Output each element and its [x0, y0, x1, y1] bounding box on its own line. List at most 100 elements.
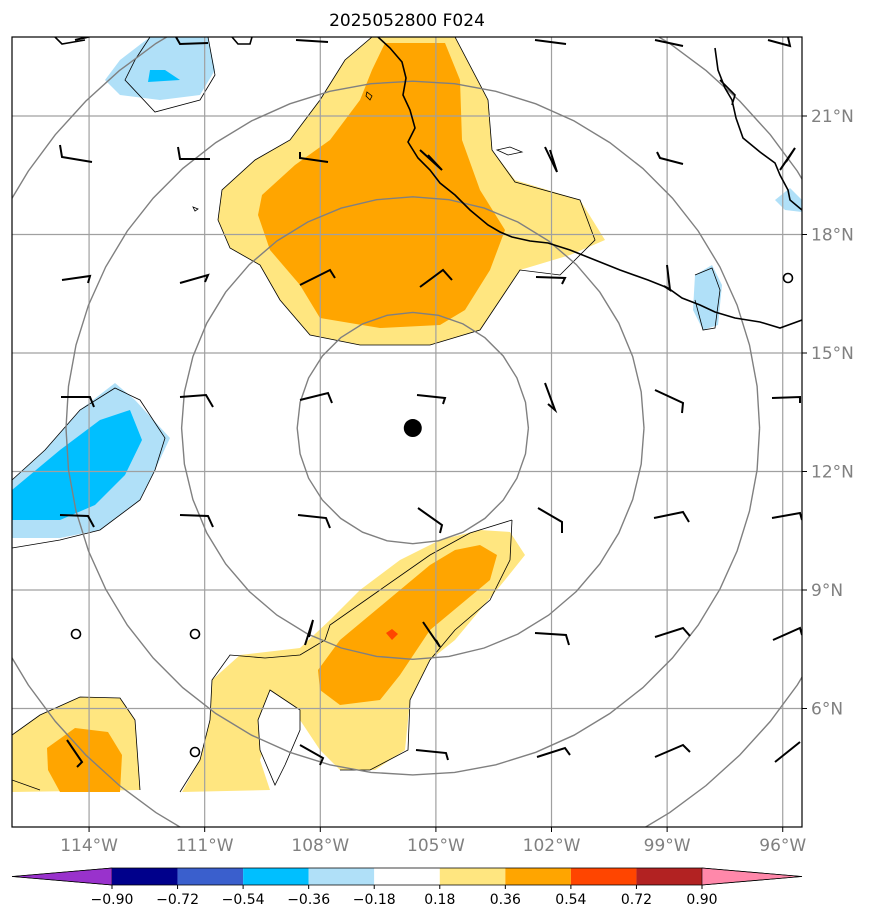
colorbar-label: −0.18: [353, 892, 396, 908]
wind-barb: [654, 743, 691, 758]
longitude-label: 102°W: [523, 836, 581, 856]
longitude-labels: 114°W 111°W 108°W 105°W 102°W 99°W 96°W: [60, 827, 806, 856]
wind-barb: [654, 626, 691, 638]
colorbar-bin: [374, 868, 440, 885]
latitude-label: 18°N: [811, 226, 854, 246]
latitude-labels: 6°N 9°N 12°N 15°N 18°N 21°N: [802, 107, 854, 720]
colorbar: −0.90 −0.72 −0.54 −0.36 −0.18 0.18 0.36 0.54 0.7…: [11, 867, 803, 908]
longitude-label: 96°W: [759, 836, 806, 856]
range-ring: [296, 311, 530, 545]
longitude-label: 105°W: [407, 836, 465, 856]
wind-barb: [416, 394, 447, 405]
colorbar-bin: [243, 868, 309, 885]
wind-barb: [771, 511, 802, 521]
wind-barb: [179, 514, 214, 528]
positive-band-red-spot: [386, 629, 398, 640]
contour-lines: [12, 37, 721, 793]
colorbar-bin: [112, 868, 178, 885]
colorbar-bin: [177, 868, 244, 885]
wind-barb: [297, 514, 331, 529]
wind-barb: [417, 507, 444, 534]
wind-barb: [772, 626, 802, 641]
calm-marker: [189, 628, 201, 640]
colorbar-bin: [308, 868, 375, 885]
east-negative-2: [775, 188, 802, 212]
positive-band-orange: [318, 545, 497, 705]
wind-barb: [299, 391, 333, 404]
calm-marker: [70, 628, 82, 640]
range-ring: [65, 80, 761, 776]
colorbar-label: 0.72: [621, 892, 652, 908]
wind-barb: [419, 149, 443, 171]
wind-barb: [304, 619, 314, 646]
latitude-label: 21°N: [811, 107, 854, 127]
wind-barb: [544, 146, 558, 173]
wind-barb: [774, 741, 801, 763]
wind-barb: [66, 739, 84, 768]
wind-barb: [654, 389, 685, 414]
wind-barb: [422, 621, 441, 648]
negative-area-deep: [12, 410, 142, 520]
colorbar-label: −0.36: [287, 892, 330, 908]
wind-barb: [299, 268, 336, 286]
wind-barb: [653, 510, 690, 523]
colorbar-bin: [439, 868, 506, 885]
wind-barb: [175, 37, 209, 46]
range-rings: [12, 37, 802, 827]
wind-barb: [779, 147, 796, 171]
colorbar-label: 0.36: [490, 892, 521, 908]
storm-center-marker: [403, 419, 422, 438]
range-ring: [180, 196, 645, 661]
nw-negative-light: [105, 37, 215, 100]
corner-positive-orange: [47, 728, 122, 792]
positive-band-white-gap: [258, 690, 300, 785]
wind-barb: [534, 632, 570, 646]
wind-barb: [179, 393, 214, 408]
longitude-label: 99°W: [644, 836, 691, 856]
gridlines: [12, 37, 802, 827]
wind-barb: [771, 395, 801, 403]
figure-title: 2025052800 F024: [329, 11, 485, 31]
colorbar-bin: [570, 868, 637, 885]
wind-barb: [536, 746, 571, 758]
wind-barb: [535, 276, 567, 285]
colorbar-under-triangle: [11, 867, 113, 886]
wind-barb: [177, 146, 210, 160]
colorbar-bin: [636, 868, 702, 885]
wind-barb: [299, 744, 325, 766]
wind-barb: [299, 152, 329, 163]
colorbar-label: 0.54: [555, 892, 586, 908]
colorbar-bin: [505, 868, 571, 885]
wind-barb: [59, 144, 93, 163]
east-negative-1: [693, 265, 722, 330]
wind-barb: [179, 273, 210, 284]
longitude-label: 111°W: [176, 836, 234, 856]
latitude-label: 9°N: [811, 581, 843, 601]
longitude-label: 114°W: [60, 836, 118, 856]
latitude-label: 15°N: [811, 344, 854, 364]
colorbar-label: 0.18: [424, 892, 455, 908]
calm-marker: [782, 272, 794, 284]
wind-barb: [59, 514, 95, 528]
colorbar-over-triangle: [701, 867, 803, 886]
wind-barb: [537, 507, 563, 533]
wind-barb: [74, 37, 792, 48]
colorbar-label: −0.54: [222, 892, 265, 908]
wind-barb: [656, 151, 684, 165]
map-panel: [12, 37, 802, 827]
wind-barbs: [59, 37, 802, 768]
map-frame: [11, 36, 803, 828]
colorbar-label: −0.72: [156, 892, 199, 908]
coastline: [54, 37, 802, 329]
colorbar-label: 0.90: [686, 892, 717, 908]
wind-barb: [61, 274, 92, 284]
latitude-label: 6°N: [811, 700, 843, 720]
calm-marker: [189, 746, 201, 758]
latitude-label: 12°N: [811, 463, 854, 483]
nw-negative-deep: [148, 70, 180, 82]
calm-markers: [70, 272, 794, 758]
wind-barb: [61, 396, 95, 408]
wind-barb: [544, 382, 558, 414]
longitude-label: 108°W: [291, 836, 349, 856]
